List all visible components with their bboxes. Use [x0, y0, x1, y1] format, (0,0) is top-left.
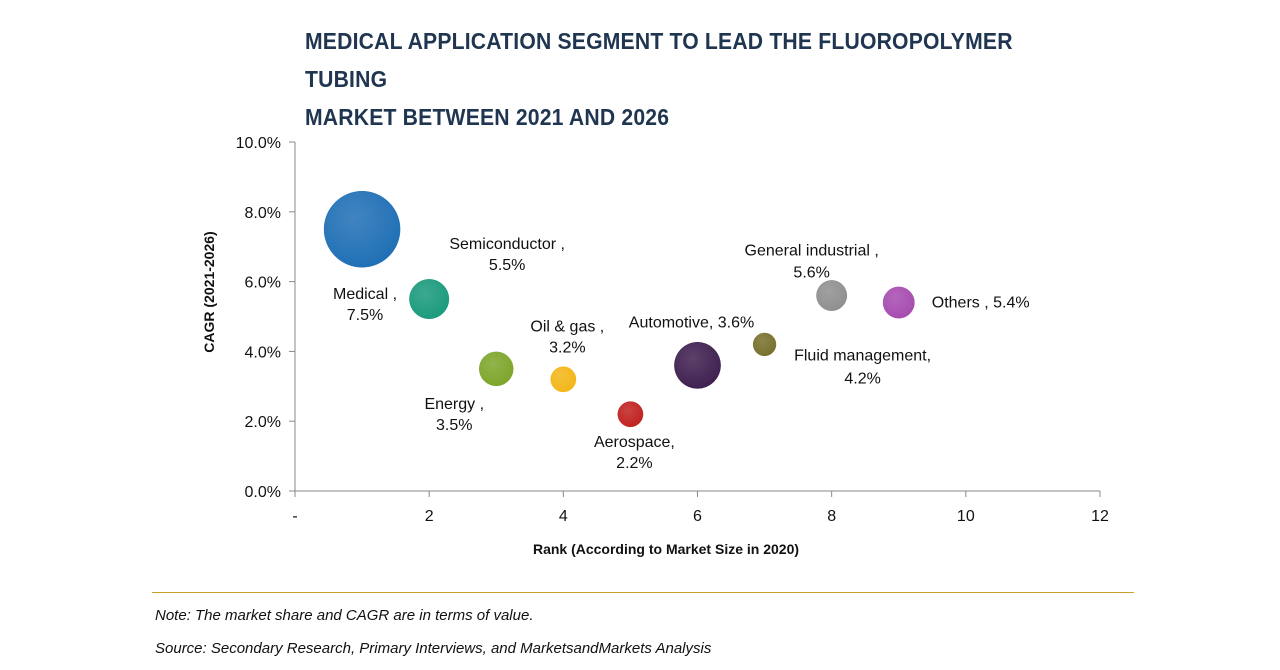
data-label-aerospace: 2.2%: [616, 455, 652, 472]
footer-note: Note: The market share and CAGR are in t…: [155, 607, 534, 624]
footer-source: Source: Secondary Research, Primary Inte…: [155, 640, 712, 657]
data-label-general-industrial: 5.6%: [793, 265, 829, 282]
data-label-automotive: Automotive, 3.6%: [629, 314, 754, 331]
chart-bubbles: [323, 191, 915, 428]
x-tick-label: 8: [827, 508, 836, 525]
y-tick-label: 0.0%: [245, 484, 281, 501]
x-tick-label: 10: [957, 508, 975, 525]
data-label-medical: 7.5%: [347, 307, 383, 324]
y-tick-label: 8.0%: [245, 205, 281, 222]
data-label-medical: Medical ,: [333, 286, 397, 303]
bubble-semiconductor: [409, 279, 450, 320]
data-label-fluid-management: Fluid management,: [794, 347, 931, 364]
x-tick-label: 2: [425, 508, 434, 525]
y-tick-label: 6.0%: [245, 275, 281, 292]
data-label-semiconductor: Semiconductor ,: [449, 236, 565, 253]
footer-divider: [152, 592, 1134, 593]
chart-title-line1: MEDICAL APPLICATION SEGMENT TO LEAD THE …: [305, 28, 1013, 92]
bubble-automotive: [674, 341, 721, 389]
bubble-general-industrial: [816, 280, 848, 312]
x-tick-label: 12: [1091, 508, 1109, 525]
bubble-fluid-management: [752, 332, 777, 357]
y-tick-label: 4.0%: [245, 344, 281, 361]
data-label-general-industrial: General industrial ,: [745, 243, 879, 260]
chart-data-labels: Medical , 7.5% Semiconductor , 5.5% Energy ,…: [333, 236, 1030, 472]
y-axis-title: CAGR (2021-2026): [201, 231, 217, 352]
x-tick-label: -: [292, 508, 297, 525]
bubble-oil-gas: [550, 366, 577, 393]
y-tick-label: 10.0%: [236, 135, 281, 152]
data-label-oil-gas: 3.2%: [549, 339, 585, 356]
chart-title: MEDICAL APPLICATION SEGMENT TO LEAD THE …: [305, 22, 1059, 136]
bubble-medical: [323, 191, 401, 268]
x-tick-label: 6: [693, 508, 702, 525]
data-label-fluid-management: 4.2%: [844, 370, 880, 387]
data-label-aerospace: Aerospace,: [594, 434, 675, 451]
data-label-semiconductor: 5.5%: [489, 257, 525, 274]
y-tick-label: 2.0%: [245, 414, 281, 431]
data-label-oil-gas: Oil & gas ,: [530, 318, 604, 335]
x-tick-label: 4: [559, 508, 568, 525]
data-label-energy: 3.5%: [436, 417, 472, 434]
chart-axes: 0.0% 2.0% 4.0% 6.0% 8.0% 10.0% - 2 4 6 8 10 12: [236, 135, 1109, 525]
chart-title-line2: MARKET BETWEEN 2021 AND 2026: [305, 104, 670, 130]
bubble-chart: 0.0% 2.0% 4.0% 6.0% 8.0% 10.0% - 2 4 6 8 10 12 Medic…: [201, 135, 1109, 557]
data-label-others: Others , 5.4%: [932, 295, 1030, 312]
data-label-energy: Energy ,: [424, 396, 484, 413]
x-axis-title: Rank (According to Market Size in 2020): [533, 541, 799, 557]
bubble-others: [882, 286, 915, 319]
bubble-energy: [479, 351, 514, 387]
bubble-aerospace: [617, 401, 644, 428]
